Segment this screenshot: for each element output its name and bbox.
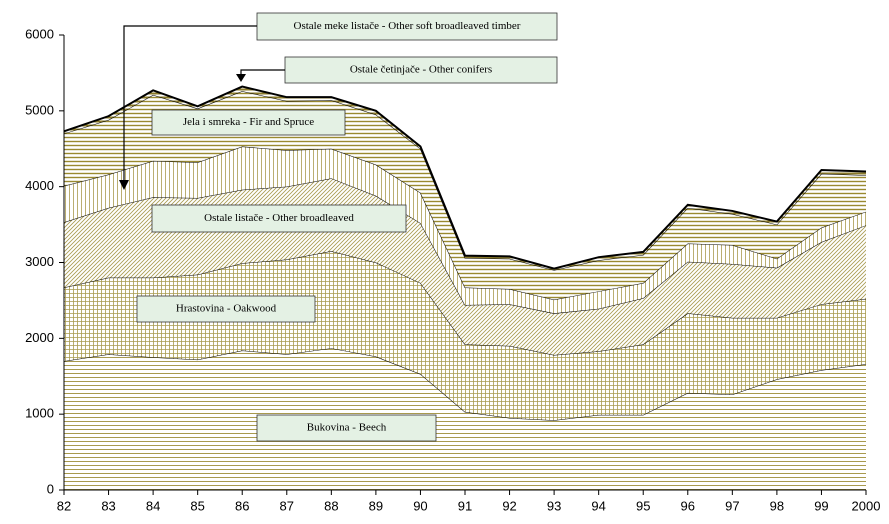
x-tick-label: 89 [369, 498, 383, 513]
area-edge [63, 177, 867, 314]
area [64, 146, 866, 314]
arrow [123, 25, 257, 182]
y-tick-label: 1000 [25, 406, 54, 421]
area-edge [63, 347, 867, 421]
x-tick-label: 85 [190, 498, 204, 513]
x-tick-label: 96 [681, 498, 695, 513]
x-tick-label: 2000 [852, 498, 881, 513]
x-tick-label: 88 [324, 498, 338, 513]
y-tick-label: 4000 [25, 178, 54, 193]
x-tick-label: 87 [280, 498, 294, 513]
series-label: Jela i smreka - Fir and Spruce [183, 116, 314, 128]
label-box [151, 109, 346, 136]
area [64, 251, 866, 421]
x-tick-label: 97 [725, 498, 739, 513]
series-label: Ostale četinjače - Other conifers [350, 64, 492, 76]
label-box [151, 204, 407, 233]
arrowhead [236, 74, 246, 82]
area-edge [63, 85, 867, 270]
y-tick-label: 5000 [25, 102, 54, 117]
x-tick-label: 98 [770, 498, 784, 513]
label-box [256, 414, 437, 442]
area [64, 91, 866, 300]
x-tick-label: 92 [502, 498, 516, 513]
y-tick-label: 2000 [25, 330, 54, 345]
series-label: Ostale meke listače - Other soft broadle… [294, 20, 521, 32]
series-label: Hrastovina - Oakwood [176, 303, 277, 315]
x-tick-label: 82 [57, 498, 71, 513]
x-tick-label: 91 [458, 498, 472, 513]
series-label: Ostale listače - Other broadleaved [204, 212, 354, 224]
series-label: Bukovina - Beech [307, 422, 387, 434]
y-tick-label: 0 [47, 481, 54, 496]
x-tick-label: 93 [547, 498, 561, 513]
x-tick-label: 95 [636, 498, 650, 513]
x-tick-label: 90 [413, 498, 427, 513]
x-tick-label: 99 [814, 498, 828, 513]
x-tick-label: 94 [591, 498, 605, 513]
x-tick-label: 86 [235, 498, 249, 513]
x-tick-label: 83 [101, 498, 115, 513]
area [64, 348, 866, 490]
y-tick-label: 6000 [25, 26, 54, 41]
label-box [256, 12, 558, 41]
x-tick-label: 84 [146, 498, 160, 513]
y-tick-label: 3000 [25, 254, 54, 269]
label-box [136, 295, 316, 323]
arrowhead [119, 180, 129, 190]
arrow [240, 69, 285, 76]
label-box [284, 56, 558, 84]
